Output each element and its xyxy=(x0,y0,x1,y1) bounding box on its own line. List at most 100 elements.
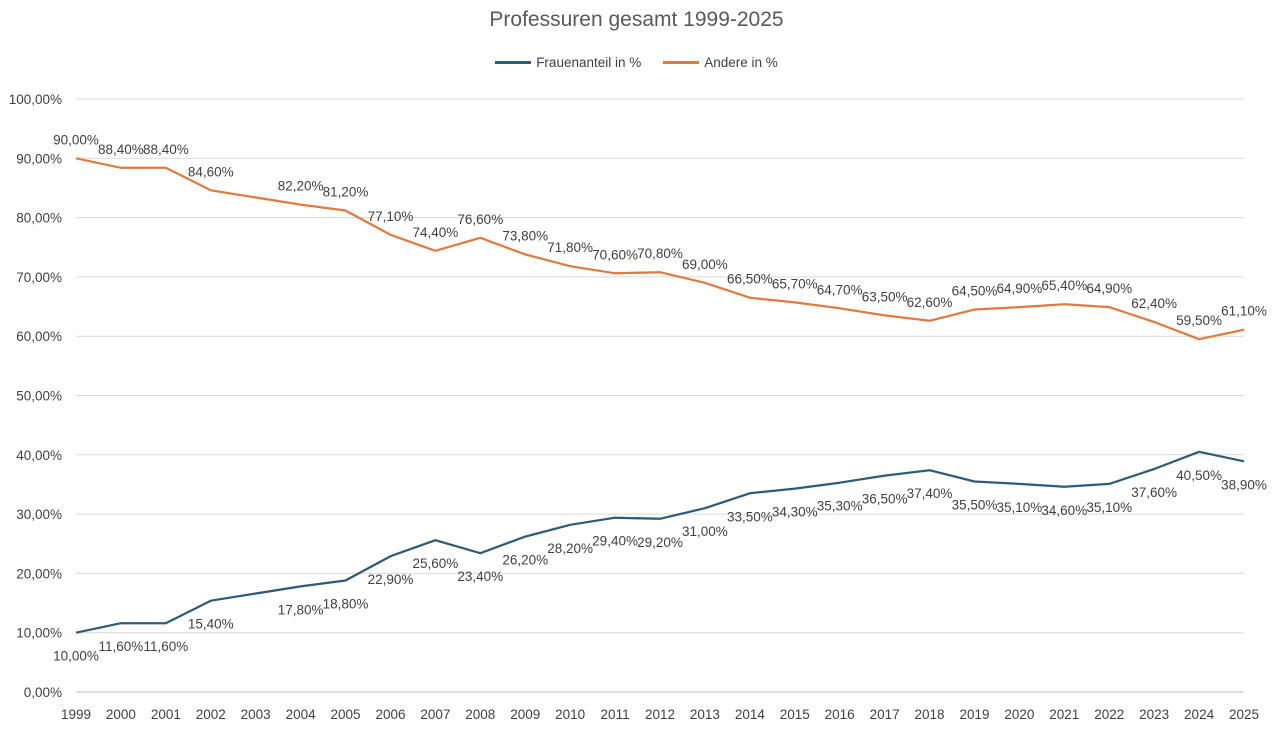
x-tick-label: 2005 xyxy=(331,707,361,722)
data-label-frauenanteil: 34,30% xyxy=(772,505,818,520)
data-label-frauenanteil: 37,40% xyxy=(907,486,953,501)
y-tick-label: 100,00% xyxy=(9,92,62,107)
x-tick-label: 2003 xyxy=(241,707,271,722)
data-label-frauenanteil: 15,40% xyxy=(188,617,234,632)
data-label-andere: 66,50% xyxy=(727,272,773,287)
y-tick-label: 90,00% xyxy=(16,151,62,166)
y-tick-label: 10,00% xyxy=(16,626,62,641)
x-tick-label: 2002 xyxy=(196,707,226,722)
data-label-frauenanteil: 34,60% xyxy=(1041,503,1087,518)
data-label-andere: 76,60% xyxy=(457,212,503,227)
data-label-andere: 82,20% xyxy=(278,179,324,194)
data-label-andere: 69,00% xyxy=(682,257,728,272)
x-tick-label: 2008 xyxy=(465,707,495,722)
x-tick-label: 2017 xyxy=(870,707,900,722)
data-label-frauenanteil: 35,10% xyxy=(996,500,1042,515)
data-label-frauenanteil: 11,60% xyxy=(143,639,188,654)
data-label-frauenanteil: 25,60% xyxy=(412,556,458,571)
data-label-andere: 71,80% xyxy=(547,240,593,255)
legend-swatch-frauenanteil xyxy=(495,61,532,64)
x-tick-label: 2009 xyxy=(510,707,540,722)
data-label-frauenanteil: 31,00% xyxy=(682,524,728,539)
x-tick-label: 2012 xyxy=(645,707,675,722)
data-label-andere: 62,40% xyxy=(1131,296,1177,311)
data-label-andere: 81,20% xyxy=(323,184,369,199)
data-label-frauenanteil: 35,30% xyxy=(817,499,863,514)
x-tick-label: 2022 xyxy=(1094,707,1124,722)
data-label-andere: 64,50% xyxy=(952,284,998,299)
data-label-andere: 84,60% xyxy=(188,164,234,179)
x-tick-label: 1999 xyxy=(61,707,91,722)
data-label-andere: 88,40% xyxy=(143,142,189,157)
x-tick-label: 2013 xyxy=(690,707,720,722)
data-label-andere: 77,10% xyxy=(368,209,414,224)
y-tick-label: 30,00% xyxy=(16,507,62,522)
x-tick-label: 2001 xyxy=(151,707,181,722)
x-tick-label: 2016 xyxy=(825,707,855,722)
data-label-andere: 64,70% xyxy=(817,282,863,297)
chart-title: Professuren gesamt 1999-2025 xyxy=(489,8,784,31)
data-label-andere: 63,50% xyxy=(862,289,908,304)
data-label-andere: 73,80% xyxy=(502,228,548,243)
data-label-andere: 64,90% xyxy=(1086,281,1132,296)
data-label-andere: 59,50% xyxy=(1176,313,1222,328)
y-tick-label: 60,00% xyxy=(16,329,62,344)
data-label-andere: 62,60% xyxy=(907,295,953,310)
x-tick-label: 2014 xyxy=(735,707,766,722)
data-label-frauenanteil: 35,10% xyxy=(1086,500,1132,515)
x-tick-label: 2006 xyxy=(375,707,405,722)
x-tick-label: 2010 xyxy=(555,707,585,722)
data-label-frauenanteil: 37,60% xyxy=(1131,485,1177,500)
data-label-andere: 74,40% xyxy=(412,225,458,240)
data-label-frauenanteil: 40,50% xyxy=(1176,468,1222,483)
series-line-andere xyxy=(75,157,1245,341)
data-label-frauenanteil: 33,50% xyxy=(727,509,773,524)
y-tick-label: 40,00% xyxy=(16,448,62,463)
x-tick-label: 2015 xyxy=(780,707,810,722)
data-label-andere: 65,40% xyxy=(1041,278,1087,293)
x-tick-label: 2019 xyxy=(959,707,989,722)
series-line-frauenanteil xyxy=(75,450,1245,634)
data-label-andere: 64,90% xyxy=(996,281,1042,296)
data-label-andere: 70,60% xyxy=(592,247,638,262)
data-label-andere: 88,40% xyxy=(98,142,144,157)
data-label-frauenanteil: 22,90% xyxy=(368,572,414,587)
data-label-frauenanteil: 29,20% xyxy=(637,535,683,550)
x-tick-label: 2025 xyxy=(1229,707,1259,722)
x-tick-label: 2007 xyxy=(420,707,450,722)
legend-label-frauenanteil: Frauenanteil in % xyxy=(536,55,642,70)
data-label-frauenanteil: 26,20% xyxy=(502,553,548,568)
data-label-andere: 90,00% xyxy=(53,132,99,147)
y-tick-label: 20,00% xyxy=(16,566,62,581)
x-tick-label: 2024 xyxy=(1184,707,1215,722)
x-tick-label: 2004 xyxy=(286,707,317,722)
legend-label-andere: Andere in % xyxy=(704,55,778,70)
data-label-frauenanteil: 28,20% xyxy=(547,541,593,556)
data-label-frauenanteil: 23,40% xyxy=(457,569,503,584)
x-tick-label: 2021 xyxy=(1049,707,1079,722)
data-label-andere: 65,70% xyxy=(772,276,818,291)
x-tick-label: 2020 xyxy=(1004,707,1034,722)
data-label-frauenanteil: 35,50% xyxy=(952,497,998,512)
x-tick-label: 2023 xyxy=(1139,707,1169,722)
x-tick-label: 2018 xyxy=(915,707,945,722)
x-tick-label: 2011 xyxy=(601,707,630,722)
data-label-andere: 70,80% xyxy=(637,246,683,261)
data-label-frauenanteil: 11,60% xyxy=(99,639,144,654)
data-label-andere: 61,10% xyxy=(1221,304,1267,319)
data-label-frauenanteil: 29,40% xyxy=(592,534,638,549)
data-label-frauenanteil: 36,50% xyxy=(862,492,908,507)
y-tick-label: 50,00% xyxy=(16,389,62,404)
data-label-frauenanteil: 17,80% xyxy=(278,602,324,617)
y-tick-label: 70,00% xyxy=(16,270,62,285)
data-label-frauenanteil: 38,90% xyxy=(1221,477,1267,492)
legend-swatch-andere xyxy=(663,61,700,64)
legend-item-frauenanteil[interactable]: Frauenanteil in % xyxy=(495,55,641,70)
data-label-frauenanteil: 10,00% xyxy=(53,649,99,664)
x-tick-label: 2000 xyxy=(106,707,136,722)
legend-item-andere[interactable]: Andere in % xyxy=(663,55,778,70)
data-label-frauenanteil: 18,80% xyxy=(323,597,369,612)
legend: Frauenanteil in % Andere in % xyxy=(0,55,1273,70)
y-tick-label: 0,00% xyxy=(24,685,62,700)
